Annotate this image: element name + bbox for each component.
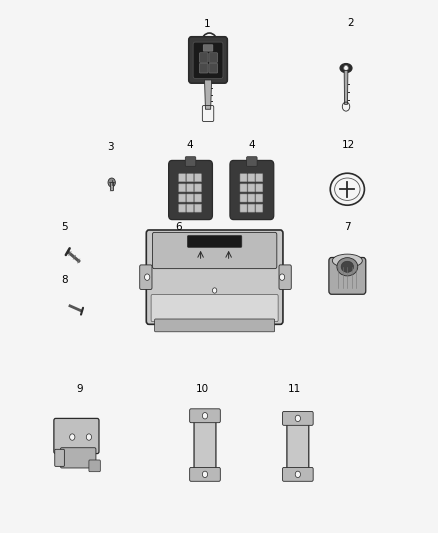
FancyBboxPatch shape — [240, 184, 247, 192]
Ellipse shape — [340, 63, 352, 72]
Text: 5: 5 — [61, 222, 68, 232]
FancyBboxPatch shape — [193, 42, 223, 78]
FancyBboxPatch shape — [55, 449, 64, 466]
FancyBboxPatch shape — [140, 265, 152, 289]
FancyBboxPatch shape — [187, 204, 194, 212]
FancyBboxPatch shape — [230, 160, 274, 220]
Polygon shape — [205, 80, 212, 109]
FancyBboxPatch shape — [279, 265, 291, 289]
Text: 11: 11 — [288, 384, 301, 394]
Circle shape — [279, 274, 285, 280]
FancyBboxPatch shape — [240, 174, 247, 182]
Circle shape — [212, 288, 217, 293]
Text: 6: 6 — [175, 222, 182, 232]
Text: 8: 8 — [61, 275, 68, 285]
FancyBboxPatch shape — [89, 460, 100, 472]
FancyBboxPatch shape — [190, 409, 220, 423]
Text: 2: 2 — [347, 18, 354, 28]
FancyBboxPatch shape — [187, 184, 194, 192]
Circle shape — [70, 434, 75, 440]
FancyBboxPatch shape — [194, 174, 201, 182]
Circle shape — [108, 178, 115, 187]
FancyBboxPatch shape — [155, 319, 275, 332]
Text: 1: 1 — [204, 19, 211, 29]
Ellipse shape — [335, 178, 360, 200]
FancyBboxPatch shape — [240, 204, 247, 212]
FancyBboxPatch shape — [187, 174, 194, 182]
Ellipse shape — [332, 254, 362, 267]
Text: 4: 4 — [248, 140, 255, 150]
Circle shape — [344, 66, 348, 71]
FancyBboxPatch shape — [256, 174, 263, 182]
FancyBboxPatch shape — [209, 63, 218, 73]
FancyBboxPatch shape — [283, 411, 313, 425]
FancyBboxPatch shape — [283, 467, 313, 481]
FancyBboxPatch shape — [247, 157, 257, 166]
FancyBboxPatch shape — [187, 236, 242, 247]
Text: 7: 7 — [344, 222, 351, 232]
Circle shape — [202, 413, 208, 419]
FancyBboxPatch shape — [151, 294, 278, 322]
FancyBboxPatch shape — [54, 418, 99, 454]
FancyBboxPatch shape — [248, 174, 255, 182]
FancyBboxPatch shape — [203, 45, 213, 51]
Text: 10: 10 — [196, 384, 209, 394]
FancyBboxPatch shape — [256, 194, 263, 202]
Polygon shape — [344, 70, 348, 104]
FancyBboxPatch shape — [194, 194, 201, 202]
FancyBboxPatch shape — [189, 37, 227, 83]
FancyBboxPatch shape — [287, 421, 309, 475]
FancyBboxPatch shape — [179, 204, 186, 212]
Text: 12: 12 — [342, 140, 355, 150]
Circle shape — [202, 471, 208, 478]
FancyBboxPatch shape — [256, 184, 263, 192]
FancyBboxPatch shape — [194, 204, 201, 212]
Text: 9: 9 — [76, 384, 83, 394]
FancyBboxPatch shape — [60, 448, 96, 468]
Ellipse shape — [341, 261, 353, 272]
FancyBboxPatch shape — [179, 184, 186, 192]
FancyBboxPatch shape — [209, 53, 218, 62]
FancyBboxPatch shape — [329, 257, 366, 294]
FancyBboxPatch shape — [179, 194, 186, 202]
FancyBboxPatch shape — [152, 232, 277, 269]
Circle shape — [145, 274, 150, 280]
Circle shape — [86, 434, 92, 440]
FancyBboxPatch shape — [248, 204, 255, 212]
FancyBboxPatch shape — [248, 184, 255, 192]
FancyBboxPatch shape — [199, 53, 208, 62]
Circle shape — [295, 415, 300, 422]
FancyBboxPatch shape — [248, 194, 255, 202]
FancyBboxPatch shape — [190, 467, 220, 481]
FancyBboxPatch shape — [194, 184, 201, 192]
FancyBboxPatch shape — [169, 160, 212, 220]
FancyBboxPatch shape — [240, 194, 247, 202]
FancyBboxPatch shape — [187, 194, 194, 202]
FancyBboxPatch shape — [185, 157, 196, 166]
Text: 4: 4 — [186, 140, 193, 150]
FancyBboxPatch shape — [146, 230, 283, 324]
Ellipse shape — [337, 257, 358, 276]
Text: 3: 3 — [107, 142, 114, 152]
Ellipse shape — [330, 173, 364, 205]
Bar — [110, 182, 113, 190]
FancyBboxPatch shape — [199, 63, 208, 73]
FancyBboxPatch shape — [194, 418, 216, 475]
Circle shape — [295, 471, 300, 478]
FancyBboxPatch shape — [179, 174, 186, 182]
FancyBboxPatch shape — [256, 204, 263, 212]
